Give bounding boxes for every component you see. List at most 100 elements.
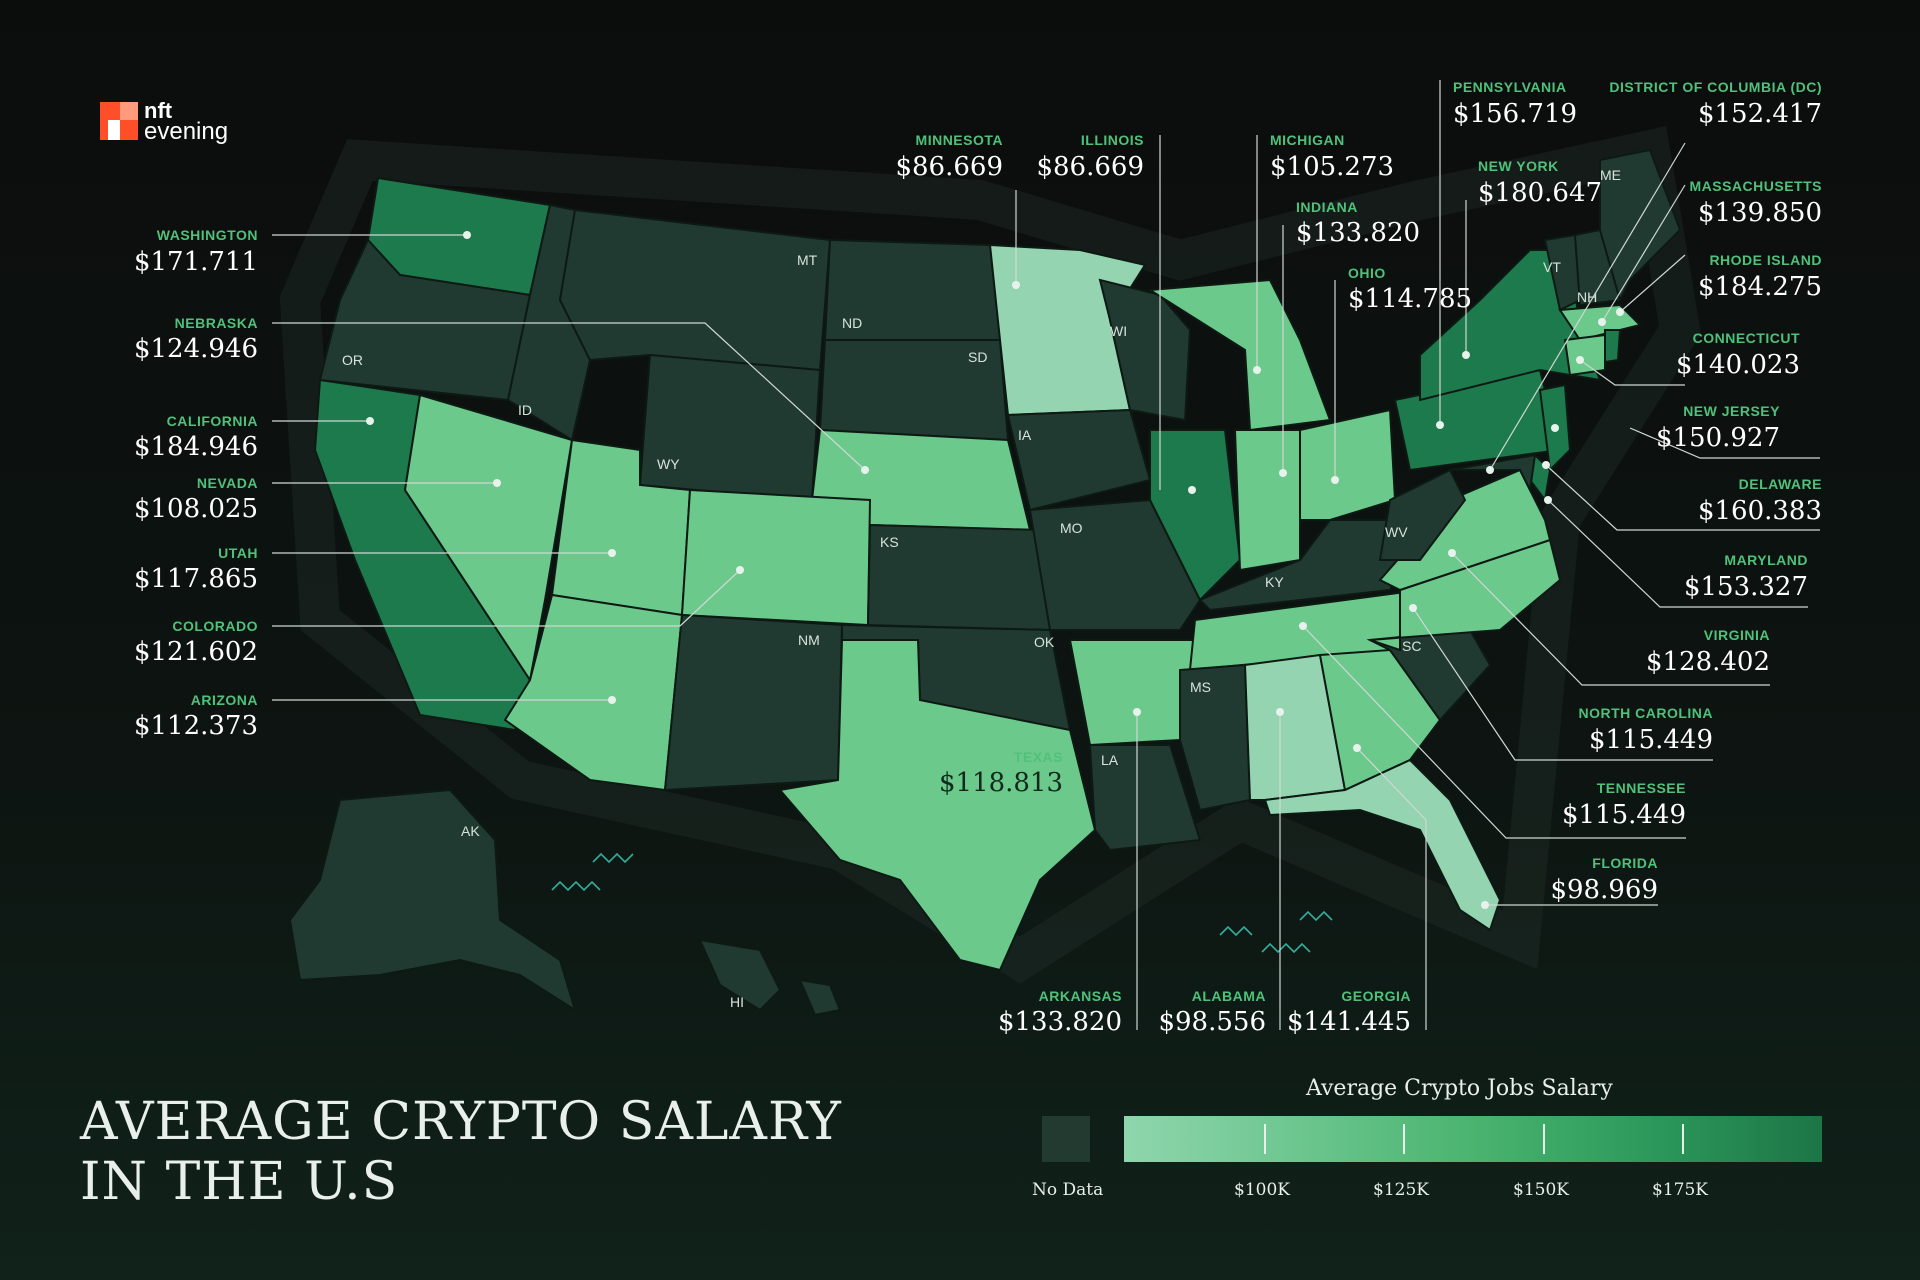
state-west-virginia[interactable]	[1378, 468, 1467, 561]
page-title: AVERAGE CRYPTO SALARY IN THE U.S	[80, 1092, 842, 1212]
state-michigan[interactable]	[1146, 278, 1332, 432]
abbr-hi: HI	[730, 994, 744, 1010]
legend-no-data-label: No Data	[1032, 1180, 1104, 1200]
label-illinois-value: $86.669	[1036, 152, 1144, 182]
label-arkansas-value: $133.820	[998, 1007, 1122, 1037]
label-massachusetts-value: $139.850	[1698, 198, 1822, 228]
label-arizona-value: $112.373	[134, 711, 258, 741]
legend-tick-label-125k: $125K	[1373, 1180, 1429, 1200]
legend-title: Average Crypto Jobs Salary	[1306, 1076, 1613, 1101]
label-washington-value: $171.711	[134, 247, 258, 277]
legend-no-data-swatch	[1042, 1116, 1090, 1162]
dot-rhode-island	[1616, 308, 1624, 316]
state-abbreviations: OR ID MT ND SD WY WI IA MO KS NM OK LA M…	[342, 167, 1621, 1010]
label-tennessee-value: $115.449	[1562, 800, 1686, 830]
dot-utah	[608, 549, 616, 557]
label-maryland-name: MARYLAND	[1724, 552, 1808, 568]
abbr-id: ID	[518, 402, 532, 418]
dot-tennessee	[1299, 622, 1307, 630]
state-louisiana[interactable]	[1088, 744, 1202, 852]
label-new-york-value: $180.647	[1478, 178, 1602, 208]
label-texas-name: TEXAS	[1014, 749, 1063, 765]
legend-tick-100k	[1264, 1124, 1266, 1154]
abbr-mo: MO	[1060, 520, 1083, 536]
legend-tick-150k	[1543, 1124, 1545, 1154]
abbr-wi: WI	[1110, 323, 1127, 339]
label-indiana-value: $133.820	[1296, 218, 1420, 248]
abbr-ak: AK	[461, 823, 480, 839]
state-ohio[interactable]	[1299, 408, 1397, 521]
label-new-york-name: NEW YORK	[1478, 158, 1559, 174]
state-mississippi[interactable]	[1179, 663, 1252, 812]
label-utah-name: UTAH	[218, 545, 258, 561]
dot-massachusetts	[1598, 318, 1606, 326]
decorative-waves	[551, 852, 1333, 954]
label-nevada-value: $108.025	[134, 494, 258, 524]
abbr-or: OR	[342, 352, 363, 368]
label-texas-value: $118.813	[939, 768, 1063, 798]
abbr-la: LA	[1101, 752, 1119, 768]
dot-georgia	[1353, 744, 1361, 752]
label-new-jersey-name: NEW JERSEY	[1683, 403, 1780, 419]
abbr-sc: SC	[1402, 638, 1421, 654]
label-connecticut-name: CONNECTICUT	[1693, 330, 1800, 346]
logo-mark-icon	[100, 102, 138, 140]
dot-illinois	[1188, 486, 1196, 494]
state-illinois[interactable]	[1149, 429, 1242, 602]
nft-evening-logo[interactable]: nft evening	[100, 98, 250, 148]
label-north-carolina-value: $115.449	[1589, 725, 1713, 755]
label-michigan-name: MICHIGAN	[1270, 132, 1345, 148]
label-virginia-value: $128.402	[1646, 647, 1770, 677]
state-maryland[interactable]	[1449, 453, 1537, 494]
logo-word-nft: nft	[144, 98, 173, 123]
label-new-jersey-value: $150.927	[1656, 423, 1780, 453]
dot-colorado	[736, 566, 744, 574]
state-connecticut[interactable]	[1563, 333, 1606, 377]
abbr-ia: IA	[1018, 427, 1032, 443]
label-virginia-name: VIRGINIA	[1704, 627, 1770, 643]
state-missouri[interactable]	[1028, 498, 1202, 631]
dot-florida	[1481, 901, 1489, 909]
dot-indiana	[1279, 469, 1287, 477]
label-arkansas-name: ARKANSAS	[1039, 988, 1122, 1004]
state-wyoming[interactable]	[638, 353, 822, 502]
abbr-mt: MT	[797, 252, 818, 268]
state-texas[interactable]	[778, 639, 1097, 972]
label-georgia-name: GEORGIA	[1341, 988, 1411, 1004]
label-alabama-value: $98.556	[1158, 1007, 1266, 1037]
states-layer	[288, 148, 1682, 1017]
label-indiana-name: INDIANA	[1296, 199, 1358, 215]
state-rhode-island[interactable]	[1604, 329, 1622, 364]
label-nevada-name: NEVADA	[197, 475, 258, 491]
dot-minnesota	[1012, 281, 1020, 289]
abbr-nd: ND	[842, 315, 862, 331]
state-montana[interactable]	[558, 208, 832, 372]
dot-new-york	[1462, 351, 1470, 359]
label-connecticut-value: $140.023	[1676, 350, 1800, 380]
dot-washington	[463, 231, 471, 239]
dot-california	[366, 417, 374, 425]
label-colorado-value: $121.602	[134, 637, 258, 667]
state-maine[interactable]	[1599, 148, 1682, 303]
label-rhode-island-name: RHODE ISLAND	[1709, 252, 1822, 268]
state-indiana[interactable]	[1233, 429, 1301, 572]
state-arkansas[interactable]	[1068, 639, 1197, 747]
dot-ohio	[1331, 476, 1339, 484]
state-alaska[interactable]	[288, 788, 577, 1013]
legend-tick-label-100k: $100K	[1234, 1180, 1290, 1200]
label-colorado-name: COLORADO	[172, 618, 258, 634]
state-iowa[interactable]	[1006, 408, 1152, 512]
state-florida[interactable]	[1263, 758, 1502, 932]
state-georgia[interactable]	[1318, 648, 1442, 792]
salary-labels: WASHINGTON $171.711 NEBRASKA $124.946 CA…	[134, 79, 1822, 1037]
dot-alabama	[1276, 708, 1284, 716]
label-dc-value: $152.417	[1698, 99, 1822, 129]
state-hawaii[interactable]	[698, 938, 842, 1017]
legend-tick-label-150k: $150K	[1513, 1180, 1569, 1200]
label-maryland-value: $153.327	[1684, 572, 1808, 602]
state-nevada[interactable]	[403, 393, 574, 683]
dot-maryland	[1544, 496, 1552, 504]
state-colorado[interactable]	[680, 488, 872, 627]
dot-nebraska	[861, 466, 869, 474]
label-nebraska-name: NEBRASKA	[175, 315, 258, 331]
